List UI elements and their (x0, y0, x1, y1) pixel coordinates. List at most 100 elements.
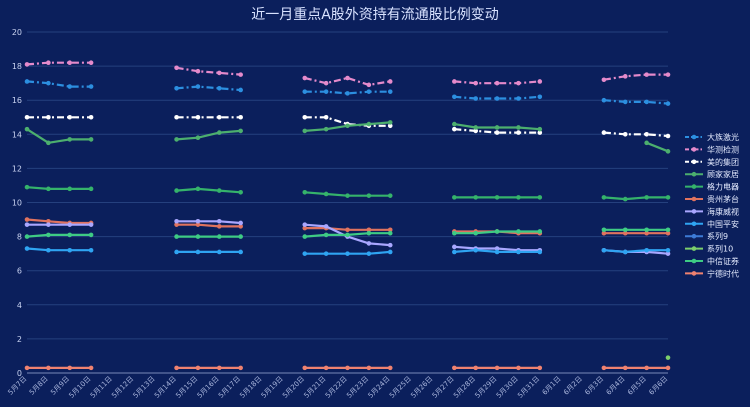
data-point (195, 186, 201, 192)
data-point (537, 130, 543, 135)
data-point (174, 234, 179, 239)
series-line (603, 73, 668, 81)
data-point (238, 234, 243, 239)
data-point (516, 96, 521, 101)
data-point (195, 114, 201, 120)
series-line (176, 129, 241, 141)
data-point (387, 249, 393, 255)
data-point (46, 186, 51, 192)
data-point (238, 365, 243, 371)
data-point (494, 229, 500, 234)
series-7 (24, 218, 671, 256)
data-point (67, 232, 73, 238)
x-tick-label: 5月24日 (367, 375, 392, 400)
data-point (387, 123, 393, 129)
data-point (366, 365, 372, 371)
data-point (238, 220, 243, 226)
grid-layer (27, 31, 668, 374)
y-tick-label: 10 (12, 199, 22, 208)
data-point (387, 79, 393, 84)
series-10 (665, 355, 671, 360)
data-point (473, 96, 479, 101)
data-point (366, 82, 372, 88)
data-point (46, 365, 51, 371)
data-point (516, 80, 521, 86)
legend-marker (691, 159, 697, 165)
data-point (88, 247, 94, 253)
legend-label: 贵州茅台 (707, 194, 739, 204)
series-line (603, 196, 668, 201)
legend-item: 海康威视 (685, 206, 739, 216)
data-point (601, 77, 607, 83)
x-tick-label: 6月3日 (583, 375, 605, 397)
data-point (217, 70, 222, 76)
data-point (302, 189, 308, 195)
legend-marker (691, 196, 697, 202)
data-point (387, 230, 393, 236)
data-point (516, 365, 521, 371)
series-4 (24, 120, 671, 154)
data-point (24, 234, 30, 239)
data-point (217, 249, 222, 255)
data-point (345, 251, 350, 256)
data-point (622, 99, 628, 105)
legend-marker (691, 221, 697, 227)
data-point (665, 355, 671, 360)
chart-title: 近一月重点A股外资持有流通股比例变动 (251, 7, 499, 23)
data-point (494, 195, 500, 200)
legend-item: 大族激光 (685, 132, 739, 142)
data-point (238, 224, 243, 229)
data-point (238, 114, 243, 120)
data-point (452, 79, 457, 84)
data-point (494, 80, 500, 86)
data-point (387, 193, 393, 198)
data-point (345, 91, 350, 96)
data-point (217, 114, 222, 120)
y-tick-label: 6 (17, 267, 22, 276)
data-point (46, 218, 51, 224)
data-point (387, 120, 393, 125)
data-point (24, 217, 30, 222)
data-point (473, 247, 479, 253)
data-point (622, 227, 628, 233)
x-tick-label: 6月2日 (562, 375, 584, 397)
legend-item: 宁德时代 (685, 268, 739, 278)
x-tick-label: 5月20日 (281, 375, 306, 400)
data-point (323, 80, 329, 86)
data-point (174, 249, 179, 255)
data-point (46, 222, 51, 227)
series-line (603, 99, 669, 105)
x-tick-label: 5月15日 (174, 375, 199, 400)
x-tick-label: 5月30日 (495, 375, 520, 400)
data-point (665, 149, 671, 154)
data-point (46, 60, 51, 65)
data-point (24, 222, 30, 227)
data-point (345, 193, 350, 198)
series-12 (24, 365, 671, 371)
data-point (345, 227, 350, 233)
legend-label: 大族激光 (707, 132, 739, 142)
data-point (601, 227, 607, 233)
data-point (452, 94, 457, 100)
data-point (366, 241, 372, 246)
data-point (665, 101, 671, 106)
data-point (537, 229, 543, 234)
series-2 (24, 60, 671, 88)
x-tick-label: 5月26日 (409, 375, 434, 400)
data-point (537, 365, 543, 371)
x-tick-label: 5月10日 (68, 375, 93, 400)
legend-item: 系列10 (685, 244, 733, 254)
legend-item: 贵州茅台 (685, 194, 739, 204)
series-line (603, 131, 669, 138)
data-point (601, 247, 607, 253)
data-point (537, 79, 543, 84)
data-point (88, 186, 94, 192)
data-point (601, 97, 607, 103)
y-tick-label: 16 (12, 96, 22, 105)
data-point (644, 230, 649, 236)
y-tick-label: 12 (12, 164, 22, 173)
data-point (195, 218, 201, 224)
legend-marker (691, 258, 697, 264)
data-point (238, 189, 243, 195)
